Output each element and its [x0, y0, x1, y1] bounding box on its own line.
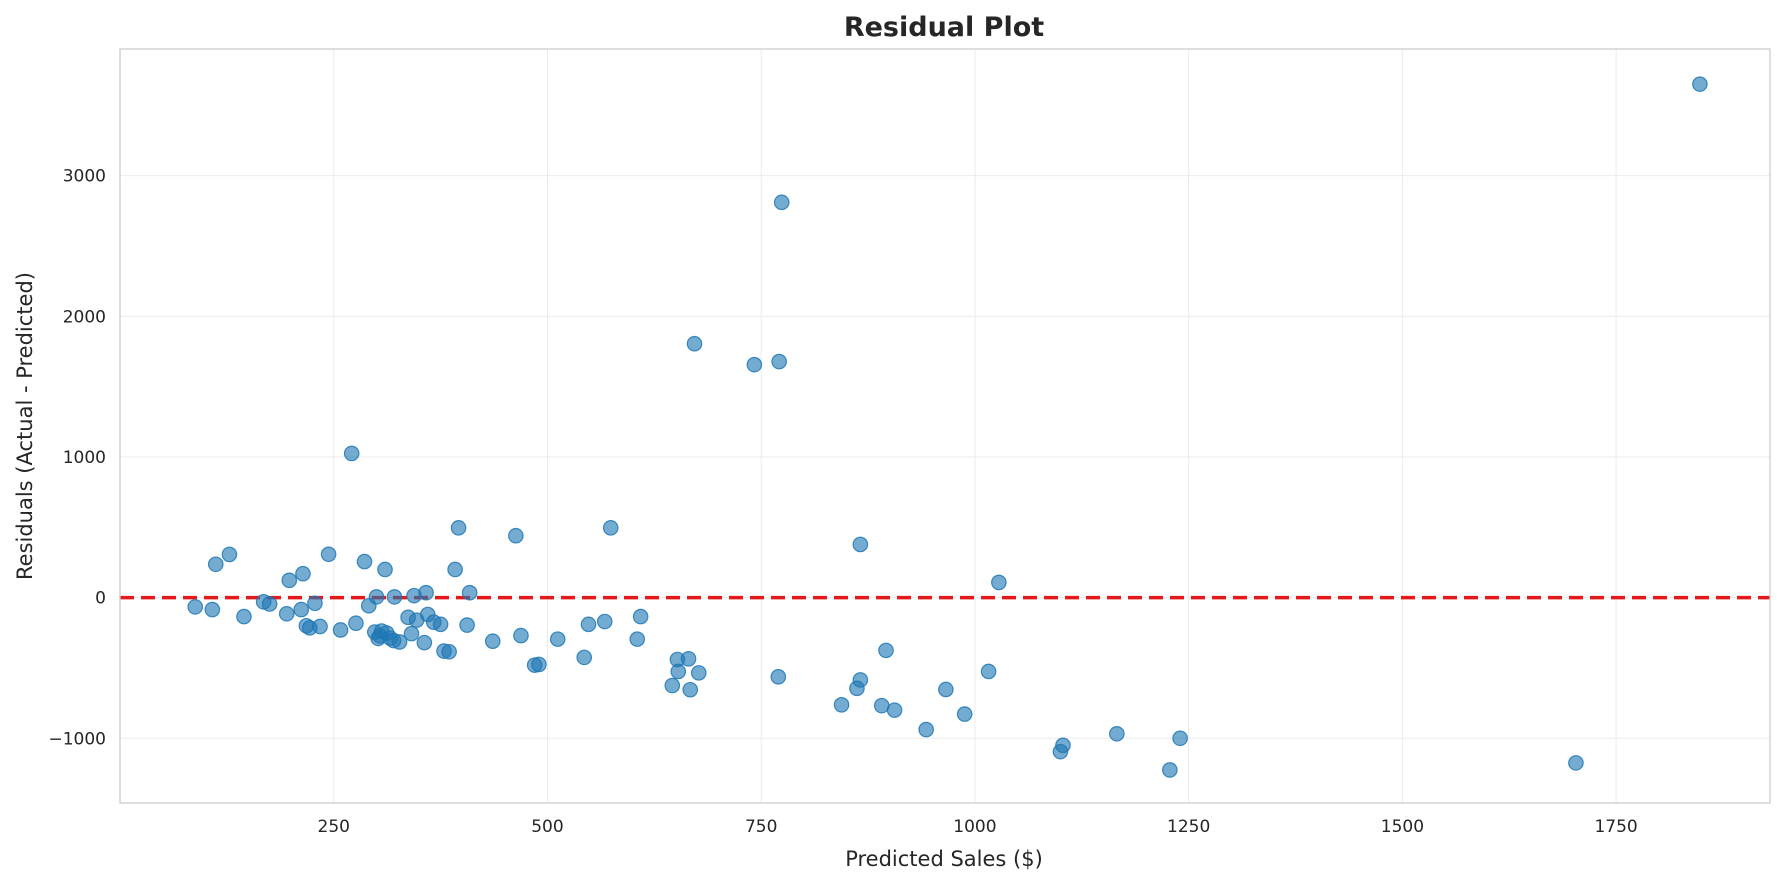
- data-point: [447, 561, 463, 578]
- y-tick-labels: −1000 0 1000 2000 3000: [48, 167, 106, 750]
- data-point: [670, 663, 687, 680]
- data-point: [629, 631, 646, 647]
- data-point: [348, 615, 364, 632]
- plot-frame: [119, 48, 1771, 804]
- data-point: [403, 625, 420, 642]
- data-point: [690, 665, 707, 681]
- data-point: [580, 616, 597, 633]
- data-point: [918, 721, 934, 738]
- data-point: [207, 556, 224, 573]
- y-tick-label: −1000: [48, 729, 106, 749]
- data-point: [332, 622, 349, 638]
- data-point: [432, 616, 449, 633]
- x-tick-label: 250: [318, 817, 350, 837]
- data-point: [1692, 76, 1708, 92]
- data-point: [391, 634, 408, 650]
- data-point: [770, 669, 787, 685]
- y-tick-label: 0: [95, 589, 106, 609]
- x-tick-label: 1000: [953, 817, 996, 837]
- data-point: [312, 618, 328, 635]
- data-point: [343, 445, 360, 462]
- data-point: [278, 605, 295, 622]
- data-point: [1568, 755, 1584, 771]
- data-point: [204, 601, 221, 618]
- data-point: [187, 599, 204, 615]
- data-point: [549, 631, 566, 647]
- data-point: [576, 649, 593, 666]
- data-point: [236, 608, 252, 625]
- x-axis-label: Predicted Sales ($): [845, 847, 1043, 871]
- x-tick-label: 1750: [1594, 817, 1637, 837]
- data-point: [441, 643, 457, 660]
- data-point: [513, 627, 529, 644]
- data-point: [746, 356, 763, 373]
- data-point: [938, 681, 954, 698]
- data-point: [416, 634, 433, 651]
- x-tick-labels: 250 500 750 1000 1250 1500 1750: [318, 817, 1638, 837]
- data-point: [852, 536, 869, 553]
- data-point: [664, 677, 681, 694]
- data-point: [686, 335, 703, 352]
- data-point: [368, 589, 385, 605]
- data-point: [377, 561, 393, 578]
- data-point: [771, 353, 787, 370]
- data-point: [878, 642, 894, 659]
- x-tick-label: 500: [531, 817, 563, 837]
- data-point: [484, 633, 501, 650]
- data-point: [1172, 730, 1188, 747]
- data-point: [956, 706, 973, 722]
- data-point: [459, 617, 475, 633]
- y-tick-label: 3000: [63, 167, 106, 187]
- x-tick-label: 1250: [1167, 817, 1210, 837]
- data-point: [980, 663, 997, 680]
- data-point: [852, 672, 869, 688]
- data-point: [386, 589, 403, 605]
- data-point: [1109, 725, 1125, 742]
- data-point: [261, 596, 278, 612]
- data-point: [602, 520, 619, 536]
- data-point: [508, 527, 524, 544]
- y-tick-label: 1000: [63, 448, 106, 468]
- data-point: [833, 697, 850, 713]
- data-point: [531, 656, 547, 673]
- chart-title: Residual Plot: [844, 12, 1044, 43]
- y-tick-label: 2000: [63, 307, 106, 327]
- data-point: [450, 520, 467, 536]
- data-point: [295, 565, 311, 582]
- data-point: [221, 546, 238, 563]
- data-point: [886, 702, 903, 718]
- data-point: [680, 651, 697, 667]
- data-point: [418, 584, 434, 601]
- data-point: [281, 572, 298, 589]
- data-point: [307, 595, 323, 612]
- x-tick-label: 1500: [1381, 817, 1424, 837]
- data-point: [873, 697, 890, 714]
- data-point: [596, 613, 613, 630]
- data-point: [682, 681, 699, 698]
- data-point: [293, 601, 310, 618]
- data-point: [1055, 737, 1071, 754]
- data-points: [187, 76, 1708, 778]
- x-tick-label: 750: [745, 817, 777, 837]
- data-point: [632, 608, 649, 625]
- y-axis-label: Residuals (Actual - Predicted): [13, 272, 37, 580]
- data-point: [991, 574, 1007, 591]
- data-point: [320, 546, 337, 563]
- data-point: [773, 194, 790, 211]
- data-point: [461, 584, 478, 601]
- data-point: [1162, 762, 1178, 778]
- data-point: [356, 553, 373, 570]
